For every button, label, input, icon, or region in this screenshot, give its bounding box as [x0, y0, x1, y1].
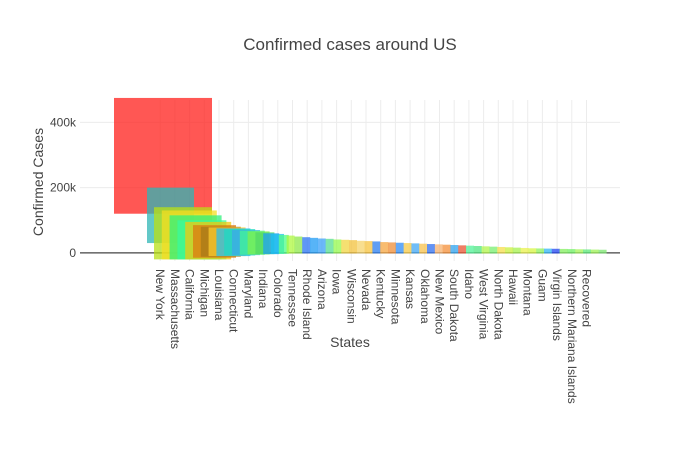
x-tick-label: Recovered [580, 269, 594, 327]
x-tick-label: North Dakota [491, 269, 505, 340]
bar[interactable] [341, 239, 350, 254]
bar[interactable] [294, 236, 303, 254]
x-tick-label: Arizona [315, 269, 329, 310]
x-tick-label: South Dakota [447, 269, 461, 342]
x-tick-label: Virgin Islands [550, 269, 564, 341]
x-tick-label: West Virginia [477, 269, 491, 340]
y-tick-label: 400k [50, 115, 77, 129]
x-tick-label: Massachusetts [168, 269, 182, 349]
x-tick-label: Hawaii [506, 269, 520, 305]
bar[interactable] [411, 243, 420, 254]
x-tick-label: New York [153, 269, 167, 321]
x-tick-label: Rhode Island [300, 269, 314, 340]
bar[interactable] [583, 249, 591, 254]
bar[interactable] [434, 244, 443, 254]
bar[interactable] [364, 241, 373, 254]
x-tick-label: Kansas [403, 269, 417, 309]
bar[interactable] [302, 237, 311, 254]
bar[interactable] [403, 243, 412, 254]
bar[interactable] [575, 249, 584, 254]
x-tick-label: Oklahoma [418, 269, 432, 324]
y-tick-labels: 0 200k 400k [50, 115, 77, 259]
x-tick-label: Michigan [197, 269, 211, 317]
bar[interactable] [458, 245, 467, 254]
bar[interactable] [505, 247, 513, 254]
x-tick-label: California [183, 269, 197, 320]
bar[interactable] [590, 249, 599, 254]
bars [114, 97, 607, 260]
bar[interactable] [489, 246, 498, 254]
bar[interactable] [520, 247, 529, 254]
x-tick-label: Idaho [462, 269, 476, 299]
bar[interactable] [567, 249, 576, 254]
x-tick-label: Connecticut [227, 269, 241, 333]
x-tick-label: Guam [535, 269, 549, 302]
x-tick-label: Colorado [271, 269, 285, 318]
bar[interactable] [481, 246, 490, 254]
x-tick-label: Minnesota [388, 269, 402, 325]
bar[interactable] [372, 241, 381, 254]
y-axis-label: Confirmed Cases [30, 128, 46, 236]
x-tick-label: Louisiana [212, 269, 226, 321]
bar[interactable] [349, 240, 357, 254]
bar[interactable] [497, 246, 506, 254]
bar[interactable] [544, 248, 552, 254]
bar[interactable] [466, 245, 474, 254]
x-tick-label: Tennessee [286, 269, 300, 327]
y-tick-label: 0 [69, 246, 76, 260]
bar[interactable] [333, 239, 342, 254]
bar[interactable] [473, 245, 482, 254]
x-tick-label: Northern Mariana Islands [565, 269, 579, 404]
bar[interactable] [419, 243, 428, 254]
bar[interactable] [536, 248, 545, 254]
bar[interactable] [278, 234, 289, 254]
bar[interactable] [395, 242, 404, 254]
x-tick-label: Maryland [241, 269, 255, 318]
x-tick-label: New Mexico [433, 269, 447, 335]
bar[interactable] [442, 244, 451, 254]
bar[interactable] [286, 235, 295, 254]
x-axis-label: States [330, 334, 370, 350]
bar[interactable] [388, 242, 396, 254]
bar[interactable] [356, 240, 365, 254]
bar[interactable] [380, 242, 389, 254]
bar[interactable] [551, 248, 560, 254]
bar[interactable] [325, 238, 334, 254]
bar[interactable] [450, 245, 459, 254]
chart-title: Confirmed cases around US [243, 35, 457, 54]
bar[interactable] [317, 238, 326, 254]
x-tick-label: Wisconsin [344, 269, 358, 324]
bar[interactable] [310, 237, 318, 254]
bar[interactable] [528, 248, 537, 254]
bar[interactable] [512, 247, 521, 254]
bar[interactable] [559, 248, 568, 254]
bar[interactable] [598, 249, 607, 254]
x-tick-label: Indiana [256, 269, 270, 309]
x-tick-label: Montana [521, 269, 535, 316]
x-tick-label: Nevada [359, 269, 373, 311]
x-tick-label: Kentucky [374, 269, 388, 318]
x-tick-label: Iowa [330, 269, 344, 295]
y-tick-label: 200k [50, 181, 77, 195]
x-tick-labels: New York Massachusetts California Michigan L… [153, 269, 593, 404]
bar[interactable] [427, 244, 435, 254]
